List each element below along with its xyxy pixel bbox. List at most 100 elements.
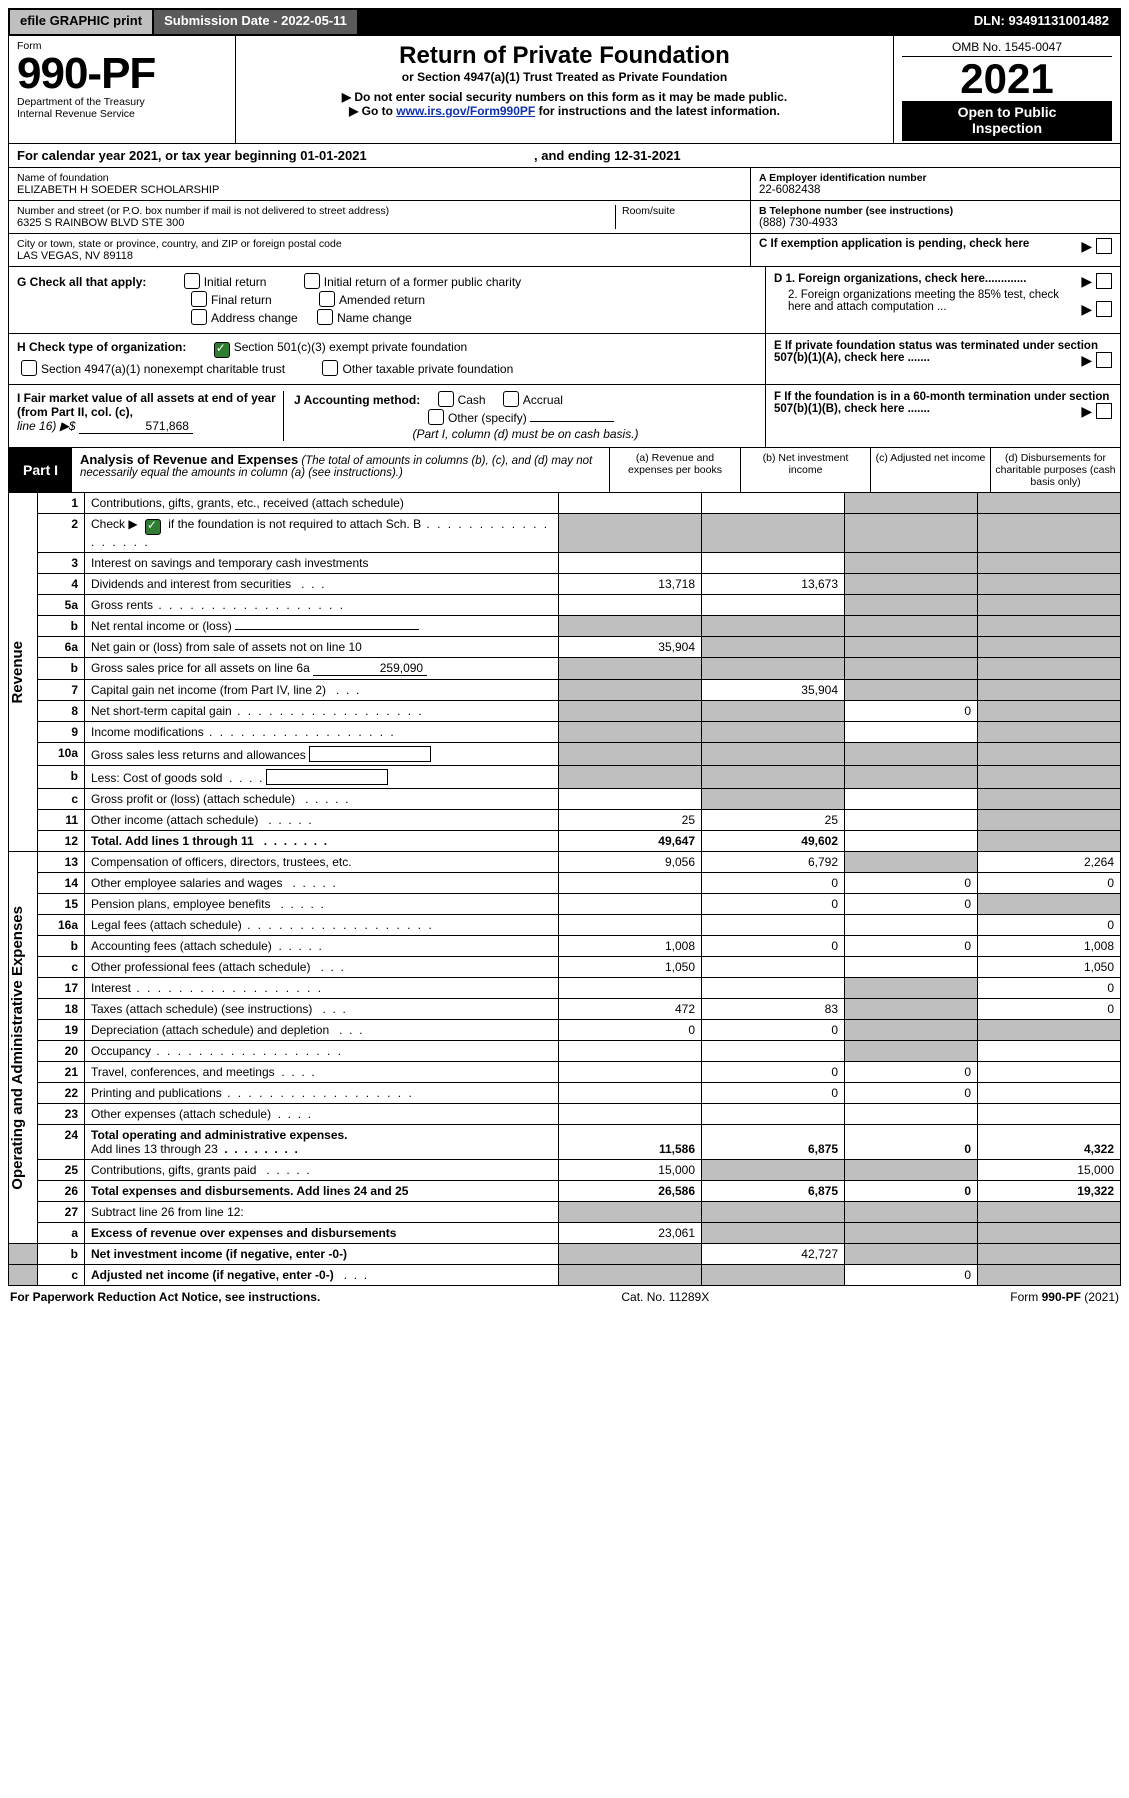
- addr-label: Number and street (or P.O. box number if…: [17, 205, 615, 217]
- e-checkbox[interactable]: [1096, 352, 1112, 368]
- c-label: C If exemption application is pending, c…: [759, 238, 1029, 250]
- row-5b: bNet rental income or (loss): [9, 616, 1121, 637]
- side-expenses: Operating and Administrative Expenses: [9, 906, 26, 1190]
- row-4: 4Dividends and interest from securities …: [9, 574, 1121, 595]
- g-d-row: G Check all that apply: Initial return I…: [8, 267, 1121, 334]
- g-o3: Amended return: [339, 293, 425, 307]
- r16c: Other professional fees (attach schedule…: [85, 957, 559, 978]
- d2-checkbox[interactable]: [1096, 301, 1112, 317]
- form-note2: ▶ Go to www.irs.gov/Form990PF for instru…: [246, 104, 883, 118]
- h-label: H Check type of organization:: [17, 340, 186, 354]
- g-amended[interactable]: [319, 291, 335, 307]
- side-revenue: Revenue: [9, 641, 26, 704]
- row-10b: bLess: Cost of goods sold . . . .: [9, 766, 1121, 789]
- r25: Contributions, gifts, grants paid . . . …: [85, 1160, 559, 1181]
- j-o1: Cash: [458, 393, 486, 407]
- ein-cell: A Employer identification number 22-6082…: [750, 168, 1120, 201]
- g-o4: Address change: [211, 311, 298, 325]
- d2-label: 2. Foreign organizations meeting the 85%…: [788, 289, 1059, 313]
- i-j-block: I Fair market value of all assets at end…: [9, 385, 766, 447]
- r23: Other expenses (attach schedule) . . . .: [85, 1104, 559, 1125]
- city-label: City or town, state or province, country…: [17, 238, 742, 250]
- d1-label: D 1. Foreign organizations, check here..…: [774, 273, 1026, 285]
- f-checkbox[interactable]: [1096, 403, 1112, 419]
- row-26: 26Total expenses and disbursements. Add …: [9, 1181, 1121, 1202]
- row-5a: 5aGross rents: [9, 595, 1121, 616]
- identity-block: Name of foundation ELIZABETH H SOEDER SC…: [8, 168, 1121, 267]
- form-link[interactable]: www.irs.gov/Form990PF: [396, 104, 535, 118]
- header-left: Form 990-PF Department of the Treasury I…: [9, 36, 236, 143]
- g-initial[interactable]: [184, 273, 200, 289]
- g-address[interactable]: [191, 309, 207, 325]
- col-c: (c) Adjusted net income: [870, 448, 990, 492]
- cal-b: , and ending 12-31-2021: [534, 148, 681, 163]
- ein-label: A Employer identification number: [759, 172, 1112, 184]
- col-d: (d) Disbursements for charitable purpose…: [990, 448, 1120, 492]
- h-block: H Check type of organization: Section 50…: [9, 334, 766, 384]
- row-24: 24Total operating and administrative exp…: [9, 1125, 1121, 1160]
- header-right: OMB No. 1545-0047 2021 Open to Public In…: [894, 36, 1120, 143]
- row-9: 9Income modifications: [9, 722, 1121, 743]
- d1-checkbox[interactable]: [1096, 273, 1112, 289]
- r6b: Gross sales price for all assets on line…: [85, 658, 559, 680]
- schb-checkbox[interactable]: [145, 519, 161, 535]
- row-18: 18Taxes (attach schedule) (see instructi…: [9, 999, 1121, 1020]
- f-block: F If the foundation is in a 60-month ter…: [766, 385, 1120, 447]
- g-o2: Final return: [211, 293, 272, 307]
- row-6b: bGross sales price for all assets on lin…: [9, 658, 1121, 680]
- efile-btn[interactable]: efile GRAPHIC print: [10, 10, 154, 34]
- j-other[interactable]: [428, 409, 444, 425]
- part1-title: Analysis of Revenue and Expenses: [80, 452, 298, 467]
- r13: Compensation of officers, directors, tru…: [85, 852, 559, 873]
- g-initial-former[interactable]: [304, 273, 320, 289]
- part1-table: Revenue 1Contributions, gifts, grants, e…: [8, 493, 1121, 1286]
- address-cell: Number and street (or P.O. box number if…: [9, 201, 750, 234]
- r18: Taxes (attach schedule) (see instruction…: [85, 999, 559, 1020]
- r22: Printing and publications: [85, 1083, 559, 1104]
- fmv-value: 571,868: [79, 419, 193, 434]
- row-3: 3Interest on savings and temporary cash …: [9, 553, 1121, 574]
- r21: Travel, conferences, and meetings . . . …: [85, 1062, 559, 1083]
- row-19: 19Depreciation (attach schedule) and dep…: [9, 1020, 1121, 1041]
- phone-value: (888) 730-4933: [759, 217, 1112, 229]
- row-8: 8Net short-term capital gain 0: [9, 701, 1121, 722]
- h-501c3[interactable]: [214, 342, 230, 358]
- row-20: 20Occupancy: [9, 1041, 1121, 1062]
- h-other[interactable]: [322, 360, 338, 376]
- j-accrual[interactable]: [503, 391, 519, 407]
- part1-header: Part I Analysis of Revenue and Expenses …: [8, 448, 1121, 493]
- c-checkbox[interactable]: [1096, 238, 1112, 254]
- row-23: 23Other expenses (attach schedule) . . .…: [9, 1104, 1121, 1125]
- g-block: G Check all that apply: Initial return I…: [9, 267, 766, 333]
- r20: Occupancy: [85, 1041, 559, 1062]
- row-16c: cOther professional fees (attach schedul…: [9, 957, 1121, 978]
- spacer: [357, 10, 964, 34]
- foundation-name: ELIZABETH H SOEDER SCHOLARSHIP: [17, 184, 742, 196]
- h-4947[interactable]: [21, 360, 37, 376]
- addr-value: 6325 S RAINBOW BLVD STE 300: [17, 217, 615, 229]
- g-label: G Check all that apply:: [17, 275, 146, 289]
- r10a: Gross sales less returns and allowances: [85, 743, 559, 766]
- city-value: LAS VEGAS, NV 89118: [17, 250, 742, 262]
- row-21: 21Travel, conferences, and meetings . . …: [9, 1062, 1121, 1083]
- f-label: F If the foundation is in a 60-month ter…: [774, 391, 1109, 415]
- r27b: Net investment income (if negative, ente…: [85, 1244, 559, 1265]
- r3: Interest on savings and temporary cash i…: [85, 553, 559, 574]
- ein-value: 22-6082438: [759, 184, 1112, 196]
- r9: Income modifications: [85, 722, 559, 743]
- r12: Total. Add lines 1 through 11 . . . . . …: [85, 831, 559, 852]
- inspection: Open to Public Inspection: [902, 101, 1112, 141]
- j-note: (Part I, column (d) must be on cash basi…: [294, 427, 757, 441]
- cal-a: For calendar year 2021, or tax year begi…: [17, 148, 367, 163]
- note2-post: for instructions and the latest informat…: [535, 104, 780, 118]
- g-final[interactable]: [191, 291, 207, 307]
- g-name[interactable]: [317, 309, 333, 325]
- j-cash[interactable]: [438, 391, 454, 407]
- irs: Internal Revenue Service: [17, 108, 227, 120]
- foundation-name-cell: Name of foundation ELIZABETH H SOEDER SC…: [9, 168, 750, 201]
- r27c: Adjusted net income (if negative, enter …: [85, 1265, 559, 1286]
- row-6a: 6aNet gain or (loss) from sale of assets…: [9, 637, 1121, 658]
- footer-left: For Paperwork Reduction Act Notice, see …: [10, 1290, 320, 1304]
- h-o1: Section 501(c)(3) exempt private foundat…: [234, 340, 467, 354]
- part1-label: Part I: [9, 448, 72, 492]
